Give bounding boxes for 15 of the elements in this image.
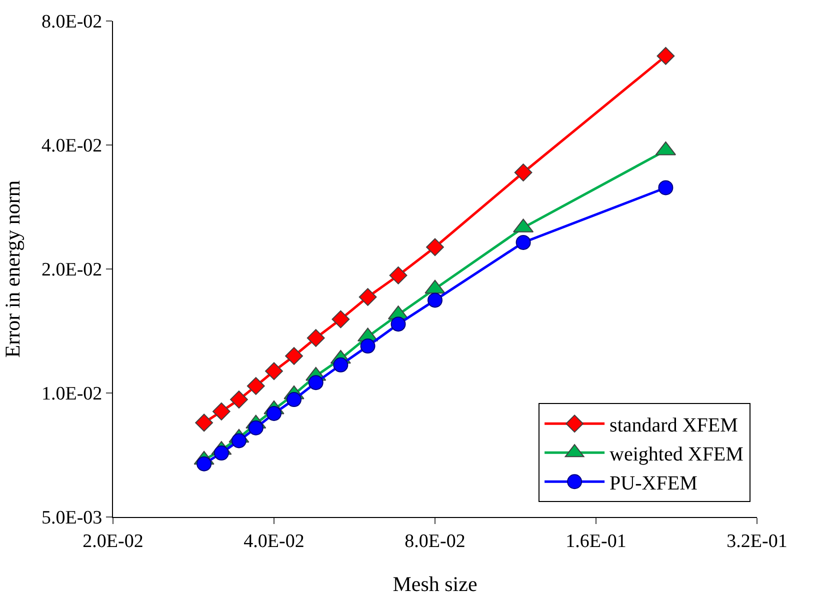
x-tick-label: 3.2E-01 [726, 530, 788, 552]
y-tick-label: 8.0E-02 [42, 12, 102, 33]
x-tick-label: 4.0E-02 [244, 530, 304, 552]
legend-label: standard XFEM [610, 414, 738, 436]
y-tick-label: 2.0E-02 [42, 260, 102, 281]
y-tick-label: 1.0E-02 [42, 384, 102, 405]
legend-label: weighted XFEM [610, 443, 744, 466]
y-axis-title: Error in energy norm [0, 180, 25, 358]
x-tick-label: 8.0E-02 [404, 530, 466, 552]
x-tick-label: 2.0E-02 [82, 530, 144, 552]
x-tick-label: 1.6E-01 [566, 530, 626, 552]
legend-label: PU-XFEM [610, 472, 698, 494]
y-tick-label: 5.0E-03 [42, 508, 102, 529]
x-axis-title: Mesh size [392, 572, 478, 596]
y-tick-label: 4.0E-02 [42, 136, 102, 157]
